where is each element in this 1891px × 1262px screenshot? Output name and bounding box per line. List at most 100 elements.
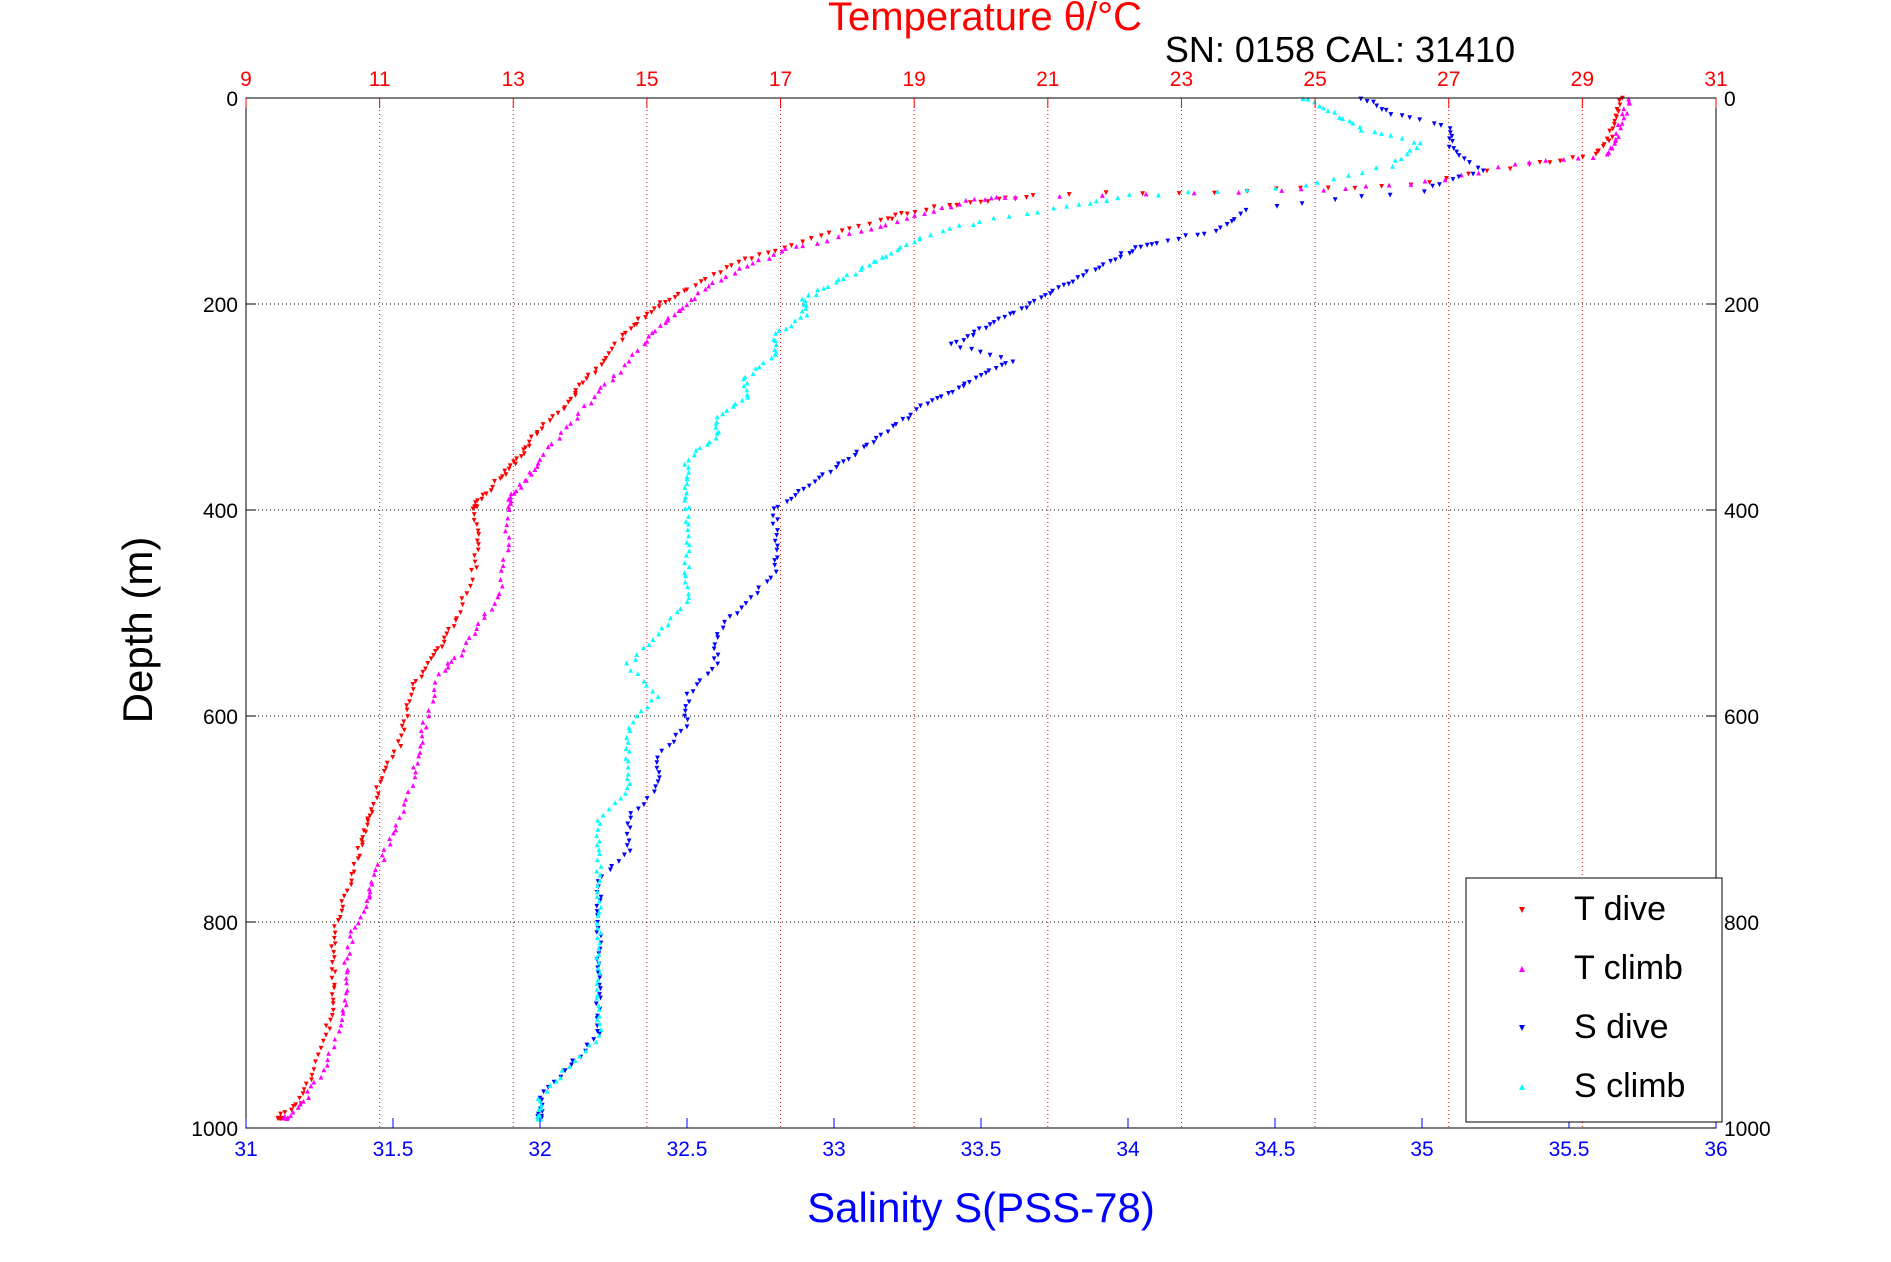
data-point: [1390, 163, 1396, 169]
data-point: [492, 479, 497, 484]
data-point: [330, 997, 336, 1003]
data-point: [367, 813, 373, 819]
data-point: [820, 472, 825, 478]
data-point: [1612, 122, 1617, 127]
data-point: [774, 547, 780, 553]
data-point: [1337, 115, 1342, 120]
data-point: [1399, 113, 1405, 119]
data-point: [741, 376, 746, 382]
data-point: [387, 841, 393, 847]
data-point: [439, 644, 445, 650]
data-point: [846, 231, 852, 236]
data-point: [594, 995, 600, 1001]
tick-label-salinity: 34.5: [1255, 1138, 1296, 1161]
data-point: [654, 765, 660, 771]
data-point: [329, 967, 335, 973]
data-point: [365, 818, 371, 824]
data-point: [329, 992, 335, 998]
data-point: [667, 297, 672, 303]
data-point: [361, 828, 367, 834]
data-point: [836, 277, 841, 282]
data-point: [285, 1115, 291, 1120]
data-point: [638, 708, 644, 714]
data-point: [597, 872, 603, 878]
data-point: [598, 904, 604, 910]
tick-label-depth-left: 400: [203, 500, 238, 523]
data-point: [335, 918, 341, 923]
data-point: [628, 326, 634, 332]
data-point: [635, 348, 640, 353]
data-point: [672, 312, 678, 318]
data-point: [623, 745, 629, 751]
data-point: [506, 504, 511, 509]
data-point: [1537, 160, 1543, 165]
data-point: [705, 671, 711, 677]
data-point: [291, 1103, 296, 1109]
data-point: [1224, 222, 1230, 227]
data-point: [816, 475, 822, 481]
data-point: [649, 310, 654, 315]
data-point: [866, 262, 872, 268]
data-point: [289, 1107, 294, 1113]
data-point: [431, 653, 436, 658]
data-point: [772, 352, 778, 357]
data-point: [852, 452, 858, 458]
data-point: [431, 687, 437, 692]
data-point: [686, 469, 692, 475]
data-point: [594, 909, 600, 914]
data-point: [803, 306, 809, 311]
data-point: [1305, 96, 1311, 102]
data-point: [460, 602, 466, 608]
data-point: [642, 341, 648, 347]
data-point: [397, 815, 402, 820]
data-point: [1616, 109, 1621, 114]
data-point: [564, 424, 569, 430]
data-point: [691, 452, 697, 458]
data-point: [612, 341, 617, 347]
data-point: [973, 375, 979, 381]
data-point: [793, 243, 799, 249]
data-point: [595, 965, 601, 971]
data-point: [885, 216, 891, 222]
data-point: [1388, 132, 1394, 138]
data-point: [499, 583, 505, 589]
data-point: [568, 420, 573, 426]
data-point: [479, 496, 485, 502]
data-point: [625, 739, 631, 745]
tick-label-temperature: 15: [635, 68, 658, 91]
data-point: [928, 232, 934, 238]
data-point: [900, 416, 906, 422]
data-point: [739, 605, 745, 611]
data-point: [994, 194, 999, 200]
data-point: [846, 226, 852, 232]
data-point: [1480, 168, 1486, 174]
data-point: [611, 373, 617, 379]
data-point: [357, 853, 363, 859]
data-point: [971, 196, 977, 202]
data-point: [279, 1115, 284, 1121]
data-point: [315, 1052, 321, 1058]
data-point: [610, 377, 616, 383]
data-point: [808, 236, 814, 241]
data-point: [597, 940, 603, 946]
data-point: [329, 944, 334, 950]
tick-label-temperature: 27: [1437, 68, 1460, 91]
data-point: [684, 724, 690, 730]
data-point: [355, 846, 361, 851]
data-point: [946, 391, 951, 396]
series-t-climb: [281, 96, 1632, 1122]
data-point: [595, 1028, 600, 1034]
data-point: [482, 611, 487, 617]
data-point: [594, 986, 600, 992]
data-point: [686, 564, 692, 570]
data-point: [1547, 160, 1553, 166]
legend-label: S climb: [1574, 1067, 1685, 1105]
data-point: [594, 868, 600, 874]
data-point: [514, 456, 520, 462]
data-point: [1450, 138, 1455, 144]
data-point: [1217, 225, 1223, 231]
data-point: [1447, 130, 1453, 136]
data-point: [628, 815, 634, 821]
data-point: [682, 708, 688, 714]
legend-marker: [1519, 1084, 1525, 1090]
